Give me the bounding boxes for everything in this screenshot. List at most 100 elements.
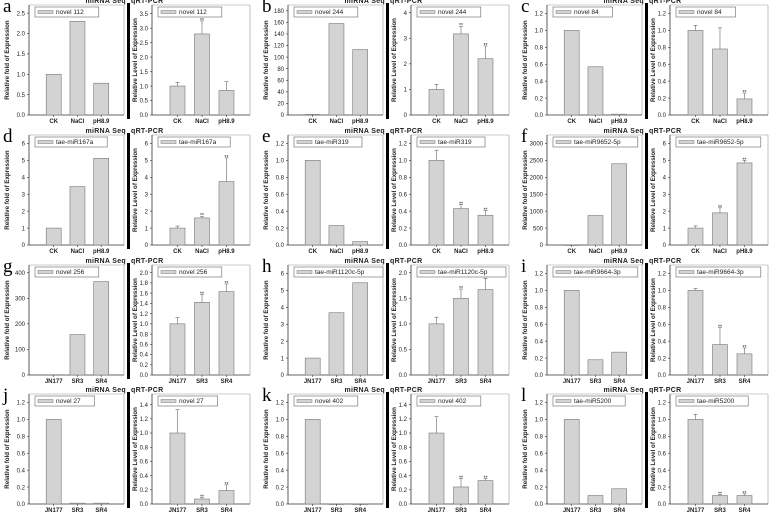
y-tick-label: 300 (15, 296, 26, 302)
x-tick-label: pH8.9 (477, 249, 494, 255)
y-tick-label: 5 (145, 159, 149, 165)
y-tick-label: 0.0 (658, 373, 667, 379)
x-tick-label: pH8.9 (218, 119, 235, 125)
x-tick-label: JN177 (169, 508, 187, 514)
y-tick-label: 0.6 (535, 322, 544, 328)
panel-c: c miRNA Seq qRT-PCR 0.0 0.2 0.4 0.6 0.8 1.0 1.2 Re… (518, 0, 777, 130)
x-tick-label: JN177 (45, 379, 63, 385)
x-tick-label: NaCl (71, 119, 85, 125)
x-tick-label: NaCl (454, 249, 468, 255)
y-tick-label: 1.0 (140, 84, 149, 90)
x-tick-label: CK (691, 249, 700, 255)
bar-nacl (712, 48, 728, 116)
legend-swatch (296, 140, 313, 144)
panel-j: j miRNA Seq qRT-PCR 0.0 0.2 0.4 0.6 0.8 1.0 1.2 Re… (0, 385, 259, 519)
bar-sr4 (218, 291, 235, 376)
bar-jn177 (563, 290, 580, 376)
bar-ck (563, 30, 580, 116)
y-tick-label: 1.2 (658, 272, 667, 278)
y-tick-label: 0.4 (535, 79, 544, 85)
bar-ck (428, 160, 445, 246)
y-axis-label: Relative fold of Expression (263, 150, 270, 230)
x-tick-label: NaCl (330, 249, 344, 255)
y-tick-label: 0.0 (399, 243, 408, 249)
x-tick-label: pH8.9 (736, 119, 753, 125)
significance-marker: ** (743, 345, 747, 351)
mirna-seq-chart: 0.0 0.2 0.4 0.6 0.8 1.0 1.2 Relative fold of Ex… (4, 393, 125, 514)
y-tick-label: 3 (404, 36, 408, 42)
legend-box (34, 266, 100, 278)
y-tick-label: 4 (404, 11, 408, 17)
y-tick-label: 0.8 (17, 435, 26, 441)
legend-box (416, 6, 482, 18)
y-tick-label: 80 (277, 67, 284, 73)
qrt-pcr-chart: 0 1 2 3 4 5 6 Relative Level of Expression CK NaC… (132, 134, 251, 255)
legend-box (34, 6, 100, 18)
legend-label: novel 244 (315, 9, 344, 16)
bar-sr3 (194, 302, 210, 376)
y-tick-label: 1.0 (399, 159, 408, 165)
y-tick-label: 0.2 (399, 226, 408, 232)
panel-letter: k (262, 385, 272, 406)
significance-marker: ** (484, 475, 488, 481)
y-tick-label: 4 (663, 176, 667, 182)
panel-letter: a (3, 0, 12, 17)
legend-box (293, 266, 384, 278)
legend-swatch (678, 270, 695, 274)
y-axis-label: Relative fold of Expression (263, 280, 270, 360)
panel-divider (386, 392, 389, 508)
mirna-seq-header: miRNA Seq (603, 258, 644, 265)
y-tick-label: 0.0 (17, 502, 26, 508)
y-tick-label: 1.2 (535, 12, 544, 18)
legend-box (293, 136, 363, 148)
qrt-pcr-header: qRT-PCR (390, 0, 423, 5)
panel-letter: c (521, 0, 530, 17)
y-tick-label: 3.0 (140, 26, 149, 32)
y-tick-label: 0.8 (140, 332, 149, 338)
x-tick-label: JN177 (687, 379, 705, 385)
y-tick-label: 0.2 (658, 96, 667, 102)
bar-ph89 (352, 49, 368, 116)
x-tick-label: pH8.9 (93, 249, 110, 255)
qrt-pcr-header: qRT-PCR (649, 387, 682, 394)
mirna-seq-header: miRNA Seq (603, 0, 644, 5)
y-tick-label: 0.4 (399, 474, 408, 480)
bar-ph89 (218, 181, 235, 246)
y-axis-label: Relative fold of Expression (263, 409, 270, 489)
y-tick-label: 0.2 (399, 488, 408, 494)
y-tick-label: 2 (281, 339, 285, 345)
mirna-seq-header: miRNA Seq (344, 128, 385, 135)
x-tick-label: pH8.9 (611, 119, 628, 125)
bar-ck (304, 160, 321, 246)
panel-k: k miRNA Seq qRT-PCR 0.0 0.2 0.4 0.6 0.8 1.0 1.2 Re… (259, 385, 518, 519)
bar-sr3 (69, 334, 86, 376)
legend-box (552, 136, 639, 148)
qrt-pcr-header: qRT-PCR (649, 258, 682, 265)
legend-swatch (37, 270, 54, 274)
y-tick-label: 0.6 (658, 322, 667, 328)
x-tick-label: NaCl (589, 119, 603, 125)
y-axis-label: Relative Level of Expression (650, 278, 657, 362)
x-tick-label: CK (432, 119, 441, 125)
x-tick-label: NaCl (330, 119, 344, 125)
y-axis-label: Relative fold of Expression (263, 20, 270, 100)
x-tick-label: JN177 (428, 379, 446, 385)
mirna-seq-chart: 0.0 0.2 0.4 0.6 0.8 1.0 1.2 Relative fold of Ex… (263, 134, 384, 255)
y-tick-label: 140 (274, 32, 285, 38)
x-tick-label: SR4 (739, 508, 751, 514)
legend-swatch (419, 399, 436, 403)
legend-label: tae-miR167a (179, 139, 217, 146)
y-tick-label: 0.0 (658, 113, 667, 119)
panel-divider (386, 263, 389, 379)
bar-ck (45, 73, 62, 116)
y-tick-label: 100 (15, 348, 26, 354)
legend-box (34, 136, 108, 148)
legend-label: tae-miR1120c-5p (315, 269, 365, 276)
x-tick-label: JN177 (169, 379, 187, 385)
significance-marker: ** (200, 18, 204, 24)
y-tick-label: 0.8 (535, 306, 544, 312)
y-tick-label: 4 (145, 176, 149, 182)
